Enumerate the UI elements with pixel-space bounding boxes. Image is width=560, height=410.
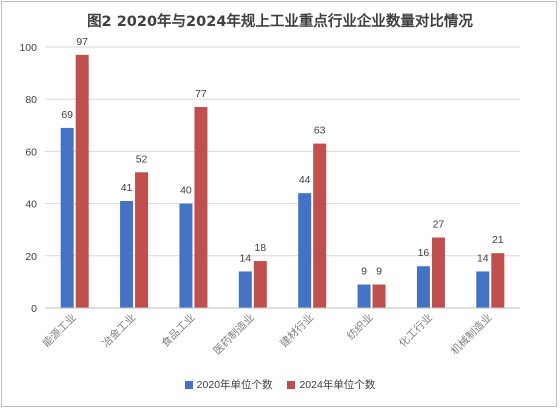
legend-label-2020: 2020年单位个数 — [196, 379, 273, 391]
chart-title: 图2 2020年与2024年规上工业重点行业企业数量对比情况 — [87, 14, 473, 30]
data-label: 97 — [76, 36, 88, 48]
legend: 2020年单位个数 2024年单位个数 — [0, 377, 560, 392]
bar-2024-4 — [313, 143, 327, 308]
data-label: 9 — [376, 266, 382, 278]
bar-2020-6 — [416, 266, 430, 308]
y-tick-label: 60 — [25, 146, 37, 158]
category-label: 化工行业 — [396, 311, 435, 350]
data-label: 14 — [477, 252, 489, 264]
data-label: 14 — [239, 252, 251, 264]
bar-2020-3 — [238, 271, 252, 308]
bars — [60, 54, 505, 308]
bar-2020-1 — [120, 200, 134, 308]
legend-swatch-2020 — [184, 380, 193, 389]
bar-2024-1 — [135, 172, 149, 308]
bar-2020-4 — [298, 193, 312, 308]
bar-2020-2 — [179, 203, 193, 308]
bar-2024-5 — [372, 284, 386, 308]
category-label: 建材行业 — [277, 311, 316, 350]
y-tick-label: 100 — [19, 42, 37, 54]
data-label: 77 — [195, 88, 207, 100]
bar-2020-0 — [60, 127, 74, 308]
gridlines — [45, 46, 520, 257]
data-label: 52 — [136, 153, 148, 165]
data-label: 16 — [418, 247, 430, 259]
y-tick-label: 0 — [31, 303, 37, 315]
category-labels: 能源工业 冶金工业 食品工业 医药制造业 建材行业 纺织业 化工行业 机械制造业 — [40, 311, 495, 357]
legend-label-2024: 2024年单位个数 — [299, 379, 376, 391]
data-label: 63 — [314, 125, 326, 137]
data-label: 69 — [61, 109, 73, 121]
data-label: 21 — [492, 234, 504, 246]
category-label: 冶金工业 — [99, 311, 138, 350]
category-label: 机械制造业 — [448, 311, 494, 357]
bar-2024-6 — [431, 237, 445, 308]
bar-2020-5 — [357, 284, 371, 308]
legend-item-2020: 2020年单位个数 — [184, 377, 273, 392]
category-label: 能源工业 — [40, 311, 79, 350]
data-label: 27 — [433, 219, 445, 231]
data-label: 44 — [299, 174, 311, 186]
data-label: 18 — [254, 242, 266, 254]
category-label: 食品工业 — [159, 311, 198, 350]
category-label: 医药制造业 — [211, 311, 257, 357]
bar-2024-0 — [75, 54, 89, 308]
category-label: 纺织业 — [344, 311, 375, 342]
y-tick-label: 40 — [25, 199, 37, 211]
y-axis-ticks: 0 20 40 60 80 100 — [19, 42, 37, 315]
legend-swatch-2024 — [287, 380, 296, 389]
data-label: 41 — [121, 182, 133, 194]
bar-2024-2 — [194, 107, 208, 308]
y-tick-label: 80 — [25, 94, 37, 106]
bar-2024-7 — [491, 253, 505, 308]
data-label: 40 — [180, 185, 192, 197]
data-label: 9 — [361, 266, 367, 278]
y-tick-label: 20 — [25, 251, 37, 263]
bar-2024-3 — [253, 261, 267, 308]
bar-2020-7 — [476, 271, 490, 308]
legend-item-2024: 2024年单位个数 — [287, 377, 375, 392]
